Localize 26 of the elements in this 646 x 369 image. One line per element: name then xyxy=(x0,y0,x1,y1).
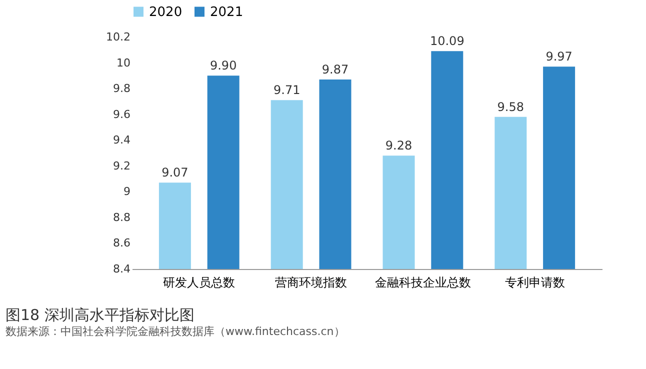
data-label: 9.71 xyxy=(273,83,300,98)
legend-label: 2020 xyxy=(149,4,182,20)
x-tick-label: 营商环境指数 xyxy=(275,276,348,290)
x-tick-label: 金融科技企业总数 xyxy=(374,276,471,290)
legend-label: 2021 xyxy=(210,4,244,20)
data-label: 10.09 xyxy=(430,34,464,48)
data-label: 9.07 xyxy=(162,166,188,180)
y-tick-label: 8.6 xyxy=(113,236,130,250)
data-label: 9.87 xyxy=(322,62,349,77)
y-tick-label: 9.8 xyxy=(113,82,130,96)
data-label: 9.97 xyxy=(546,50,572,64)
y-tick-label: 8.4 xyxy=(113,262,130,276)
source-note: 数据来源：中国社会科学院金融科技数据库（www.fintechcass.cn） xyxy=(6,325,345,338)
x-tick-label: 研发人员总数 xyxy=(163,276,236,290)
y-tick-label: 10 xyxy=(116,56,130,70)
x-tick-label: 专利申请数 xyxy=(504,276,565,290)
y-tick-label: 9.6 xyxy=(113,108,130,121)
y-tick-label: 10.2 xyxy=(106,30,130,44)
text: 图18 深圳高水平指标对比图 xyxy=(6,306,194,324)
data-label: 9.28 xyxy=(385,138,412,153)
data-label: 9.90 xyxy=(210,58,237,73)
y-tick-label: 9.4 xyxy=(113,134,130,147)
y-tick-label: 8.8 xyxy=(113,210,130,224)
y-tick-label: 9.2 xyxy=(113,159,130,172)
data-label: 9.58 xyxy=(497,100,524,114)
y-tick-label: 9 xyxy=(124,185,130,198)
